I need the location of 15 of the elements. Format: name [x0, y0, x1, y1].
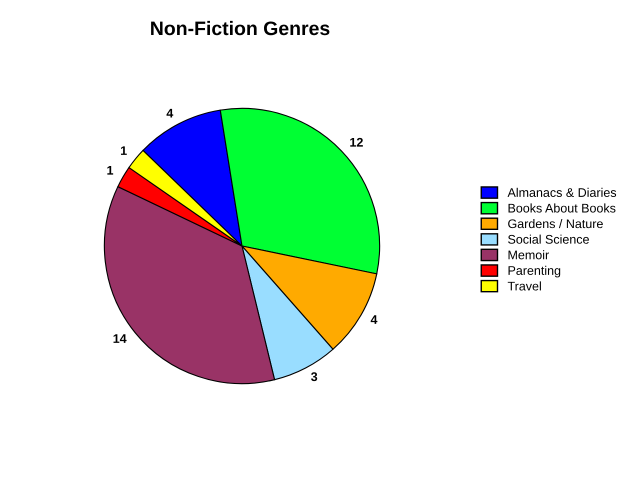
legend-label: Memoir [508, 250, 549, 260]
legend-label: Parenting [508, 266, 560, 278]
legend-label: Books About Books [508, 203, 616, 213]
data-label: 4 [166, 108, 174, 118]
legend-label: Gardens / Nature [508, 218, 603, 228]
data-label: 12 [350, 138, 363, 147]
data-label: 1 [120, 146, 127, 155]
data-label: 4 [370, 315, 378, 324]
data-label: 3 [310, 372, 318, 382]
legend-label: Travel [508, 281, 541, 291]
legend-label: Almanacs & Diaries [508, 188, 616, 197]
data-label: 14 [114, 334, 127, 343]
data-label: 1 [107, 166, 114, 175]
chart-title: Non-Fiction Genres [151, 20, 330, 36]
legend-label: Social Science [508, 234, 589, 244]
